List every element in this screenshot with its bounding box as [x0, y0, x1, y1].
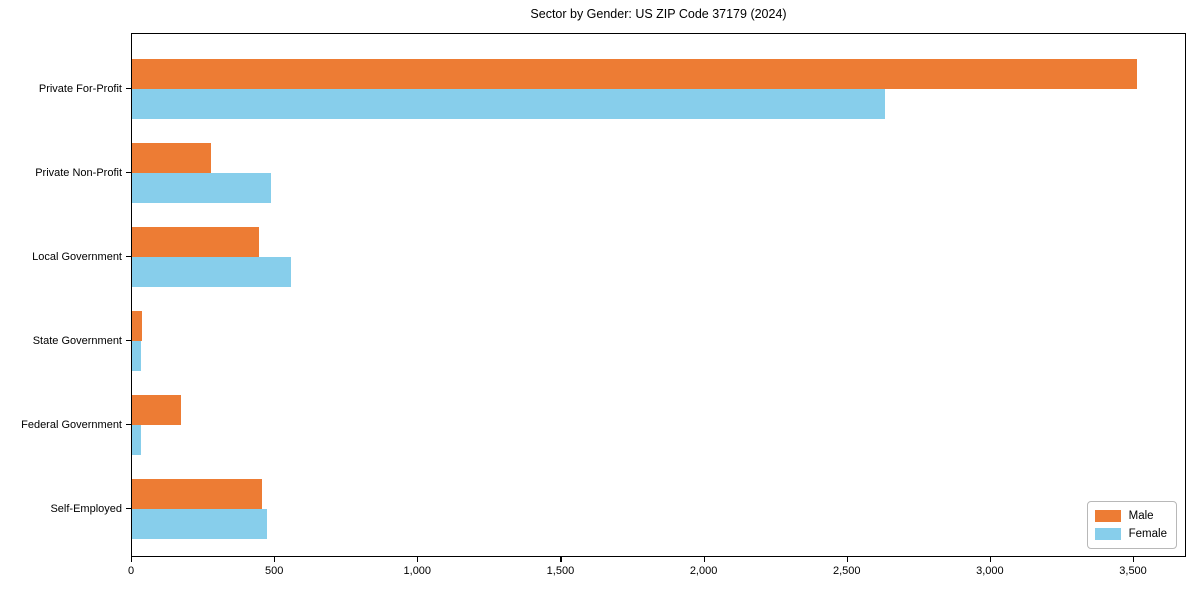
x-tick-label-3-500: 3,500: [1119, 565, 1147, 577]
legend-swatch-male: [1094, 510, 1121, 522]
legend-item-male: Male: [1094, 507, 1167, 525]
y-tick-label-private-for-profit: Private For-Profit: [38, 83, 122, 95]
legend-item-female: Female: [1094, 525, 1167, 543]
legend-swatch-female: [1094, 528, 1121, 540]
bar-male-self-employed: [132, 479, 263, 509]
x-axis-tick: [703, 557, 705, 562]
bar-male-state-government: [132, 311, 143, 341]
x-tick-label-500: 500: [264, 565, 284, 577]
bar-female-self-employed: [132, 509, 267, 539]
x-axis-tick: [989, 557, 992, 562]
plot-area: Male Female: [131, 33, 1186, 557]
y-axis-tick: [126, 424, 131, 426]
bar-female-federal-government: [132, 425, 141, 455]
y-tick-label-federal-government: Federal Government: [21, 419, 122, 431]
bar-male-private-for-profit: [132, 59, 1137, 89]
bar-female-state-government: [132, 341, 141, 371]
legend-label-female: Female: [1128, 528, 1167, 540]
x-tick-label-2-000: 2,000: [689, 565, 718, 577]
chart-title: Sector by Gender: US ZIP Code 37179 (202…: [530, 7, 787, 21]
legend: Male Female: [1086, 501, 1177, 549]
y-axis-tick: [126, 508, 131, 510]
y-tick-label-state-government: State Government: [32, 335, 122, 347]
bar-male-private-non-profit: [132, 143, 211, 173]
x-tick-label-1-000: 1,000: [403, 565, 432, 577]
y-axis-tick: [126, 88, 131, 90]
y-tick-label-private-non-profit: Private Non-Profit: [35, 167, 122, 179]
y-axis-tick: [126, 256, 131, 258]
x-tick-label-1-500: 1,500: [546, 565, 575, 577]
x-axis-tick: [131, 557, 133, 562]
y-axis-tick: [126, 172, 131, 174]
x-axis-tick: [274, 557, 276, 562]
x-tick-label-3-000: 3,000: [976, 565, 1004, 577]
x-axis-tick: [846, 557, 848, 562]
x-tick-label-0: 0: [127, 565, 135, 577]
x-axis-tick: [1133, 557, 1135, 562]
x-axis-tick: [417, 557, 419, 562]
bar-male-local-government: [132, 227, 260, 257]
bar-female-private-for-profit: [132, 89, 885, 119]
bar-male-federal-government: [132, 395, 181, 425]
x-axis-tick: [560, 557, 562, 562]
legend-label-male: Male: [1128, 510, 1154, 522]
y-axis-tick: [126, 340, 131, 342]
bar-female-local-government: [132, 257, 291, 287]
y-tick-label-local-government: Local Government: [32, 251, 122, 263]
y-tick-label-self-employed: Self-Employed: [50, 503, 122, 515]
x-tick-label-2-500: 2,500: [832, 565, 861, 577]
bar-female-private-non-profit: [132, 173, 271, 203]
